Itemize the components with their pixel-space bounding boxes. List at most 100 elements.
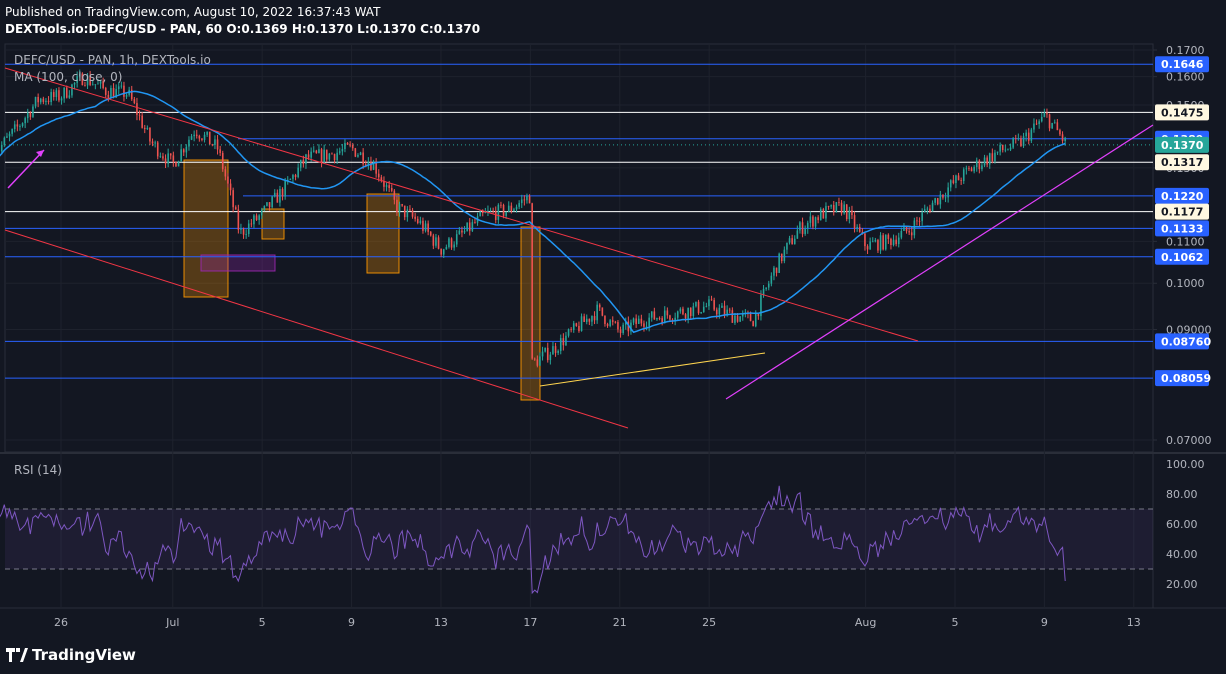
candle-body [653,311,656,320]
candle-body [97,83,99,85]
candle-body [804,228,806,234]
candle-body [726,309,728,315]
price-levels [5,63,1153,379]
candle-body [71,84,73,96]
candle-body [201,138,203,140]
candle-body [658,318,661,319]
candle-body [141,115,143,128]
candle-body [952,180,955,184]
candle-body [505,211,507,216]
yellow-support-line [539,352,766,387]
candle-body [380,177,383,181]
candle-body [895,239,897,245]
time-tick-label: 9 [348,616,355,629]
candle-body [734,315,736,323]
candle-body [801,222,804,234]
candle-body [546,347,549,361]
candle-body [437,237,440,249]
candle-body [193,134,195,137]
candle-body [481,211,484,214]
candle-body [318,149,320,154]
candle-body [1048,114,1051,129]
candle-body [562,338,565,346]
ma-line [0,90,1066,334]
candle-body [146,127,149,130]
candle-body [450,238,453,248]
candle-body [752,321,754,327]
drawing-boxes [183,159,541,401]
candle-body [271,196,273,208]
candle-body [1064,137,1066,141]
candle-body [918,220,921,222]
candle-body [255,215,258,220]
candle-body [250,223,253,225]
candle-body [624,321,627,325]
price-level-label: 0.1646 [1161,58,1204,71]
candle-body [728,309,731,311]
candle-body [1061,134,1064,141]
candle-body [86,75,89,86]
candle-body [689,307,692,317]
candle-body [429,231,432,236]
candle-body [669,315,671,320]
candle-body [84,85,86,86]
candle-body [21,123,24,127]
candle-body [1022,136,1025,146]
candle-body [52,92,55,97]
candle-body [838,202,840,203]
candle-body [949,180,952,188]
trendlines [4,67,1154,429]
ohlc-open: 0.1369 [241,22,288,36]
candle-body [117,86,120,90]
candle-body [705,306,708,307]
candle-body [323,149,325,163]
channel-lower-line [4,229,629,429]
candle-body [609,320,611,326]
candle-body [6,136,8,138]
candle-body [336,152,338,161]
candle-body [411,210,414,217]
candle-body [328,153,331,160]
candle-body [723,305,726,315]
candle-body [289,178,292,180]
candle-body [385,185,388,187]
candle-body [130,89,133,100]
time-tick-label: Aug [855,616,876,629]
candle-body [793,238,796,245]
candle-body [770,275,773,284]
candle-body [458,230,461,235]
candle-body [398,204,401,213]
candle-body [492,210,494,212]
candle-body [692,306,695,317]
candle-body [520,199,523,204]
candle-body [448,238,450,247]
candle-body [632,318,635,323]
candle-body [848,210,851,220]
candle-body [531,203,533,359]
candle-body [175,162,177,167]
candle-body [650,311,653,318]
candle-body [637,318,640,324]
candle-body [983,157,986,166]
candle-body [921,212,923,222]
candle-body [1007,149,1009,151]
candle-body [762,288,765,295]
candle-body [541,351,544,357]
candle-body [666,310,669,316]
candle-body [24,118,26,124]
time-tick-label: 26 [54,616,68,629]
price-level-tag [1155,187,1209,204]
candle-body [825,206,827,219]
candle-body [164,158,167,164]
candle-body [1012,138,1014,148]
candle-body [406,209,409,218]
candle-body [172,155,175,163]
candle-body [635,318,637,324]
price-tick-label: 0.1000 [1166,277,1205,290]
price-level-tag [1155,220,1209,237]
candle-body [731,310,734,323]
tradingview-logo[interactable]: TradingView [6,646,136,664]
box-zone-2 [200,254,276,272]
candle-body [487,210,489,212]
